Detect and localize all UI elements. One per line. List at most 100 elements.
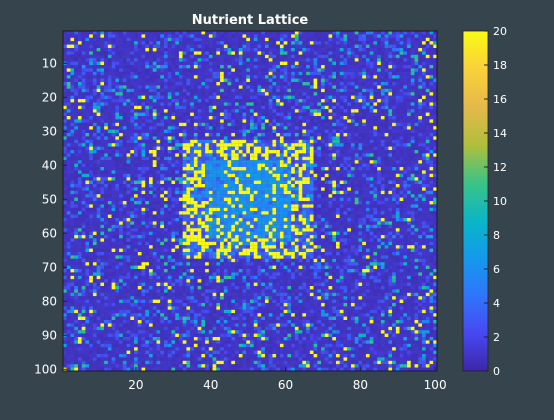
heatmap-cell: [152, 146, 157, 151]
heatmap-cell: [365, 82, 370, 86]
heatmap-cell: [163, 78, 168, 83]
heatmap-cell: [149, 160, 153, 164]
heatmap-cell: [242, 170, 247, 174]
heatmap-cell: [321, 153, 325, 157]
heatmap-cell: [276, 187, 280, 191]
heatmap-cell: [388, 167, 393, 171]
heatmap-cell: [336, 105, 340, 110]
heatmap-cell: [362, 116, 366, 120]
heatmap-cell: [422, 95, 426, 100]
heatmap-cell: [279, 173, 284, 178]
heatmap-cell: [152, 190, 157, 195]
heatmap-cell: [388, 173, 393, 178]
heatmap-cell: [276, 99, 280, 103]
heatmap-cell: [182, 173, 187, 178]
heatmap-cell: [279, 37, 284, 42]
heatmap-cell: [96, 44, 101, 49]
heatmap-cell: [291, 153, 295, 157]
heatmap-cell: [111, 143, 116, 147]
heatmap-cell: [197, 92, 202, 96]
heatmap-cell: [81, 65, 86, 69]
heatmap-cell: [294, 163, 299, 168]
heatmap-cell: [137, 173, 142, 178]
heatmap-cell: [313, 41, 318, 45]
heatmap-cell: [343, 58, 348, 62]
heatmap-cell: [126, 139, 131, 144]
heatmap-cell: [336, 153, 340, 157]
heatmap-cell: [422, 116, 426, 120]
heatmap-cell: [96, 34, 101, 38]
heatmap-cell: [358, 95, 363, 100]
heatmap-cell: [298, 184, 303, 188]
heatmap-cell: [190, 31, 194, 35]
heatmap-cell: [410, 92, 415, 96]
heatmap-cell: [418, 105, 423, 110]
heatmap-cell: [134, 136, 138, 140]
heatmap-cell: [395, 85, 400, 89]
heatmap-cell: [261, 78, 266, 83]
heatmap-cell: [193, 95, 198, 100]
heatmap-cell: [227, 75, 232, 79]
heatmap-cell: [212, 126, 217, 130]
heatmap-cell: [388, 129, 393, 134]
heatmap-cell: [96, 136, 101, 140]
heatmap-cell: [63, 99, 67, 103]
heatmap-cell: [294, 54, 299, 59]
heatmap-cell: [223, 116, 228, 120]
heatmap-cell: [429, 82, 434, 86]
heatmap-cell: [422, 99, 426, 103]
heatmap-cell: [362, 44, 366, 49]
heatmap-cell: [321, 194, 325, 198]
heatmap-cell: [287, 156, 292, 161]
heatmap-cell: [369, 167, 374, 171]
heatmap-cell: [336, 78, 340, 83]
heatmap-cell: [429, 180, 434, 185]
heatmap-cell: [395, 133, 400, 137]
heatmap-cell: [152, 102, 157, 106]
heatmap-cell: [231, 122, 236, 127]
heatmap-cell: [399, 61, 404, 66]
heatmap-cell: [122, 116, 127, 120]
heatmap-cell: [111, 31, 116, 35]
heatmap-cell: [167, 54, 172, 59]
heatmap-cell: [298, 31, 303, 35]
heatmap-cell: [336, 160, 340, 164]
heatmap-cell: [257, 95, 262, 100]
heatmap-cell: [306, 54, 310, 59]
heatmap-cell: [414, 31, 419, 35]
heatmap-cell: [287, 68, 292, 72]
heatmap-cell: [152, 95, 157, 100]
heatmap-cell: [395, 54, 400, 59]
heatmap-cell: [231, 92, 236, 96]
heatmap-cell: [302, 143, 307, 147]
heatmap-cell: [74, 173, 79, 178]
heatmap-cell: [306, 99, 310, 103]
heatmap-cell: [347, 65, 352, 69]
heatmap-cell: [74, 184, 79, 188]
heatmap-cell: [178, 160, 183, 164]
heatmap-cell: [111, 82, 116, 86]
heatmap-cell: [175, 143, 179, 147]
heatmap-cell: [246, 112, 251, 117]
heatmap-cell: [302, 170, 307, 174]
heatmap-cell: [332, 92, 337, 96]
heatmap-cell: [347, 99, 352, 103]
heatmap-cell: [377, 180, 381, 185]
heatmap-cell: [156, 126, 161, 130]
heatmap-cell: [111, 85, 116, 89]
heatmap-cell: [137, 65, 142, 69]
heatmap-cell: [324, 88, 329, 93]
heatmap-cell: [122, 112, 127, 117]
heatmap-cell: [92, 167, 97, 171]
heatmap-cell: [407, 31, 411, 35]
heatmap-cell: [77, 177, 82, 181]
heatmap-cell: [380, 37, 385, 42]
heatmap-cell: [74, 71, 79, 76]
heatmap-cell: [115, 68, 120, 72]
heatmap-cell: [373, 150, 378, 154]
heatmap-cell: [107, 41, 112, 45]
heatmap-cell: [268, 65, 273, 69]
heatmap-cell: [77, 112, 82, 117]
heatmap-cell: [130, 95, 135, 100]
heatmap-cell: [104, 37, 108, 42]
